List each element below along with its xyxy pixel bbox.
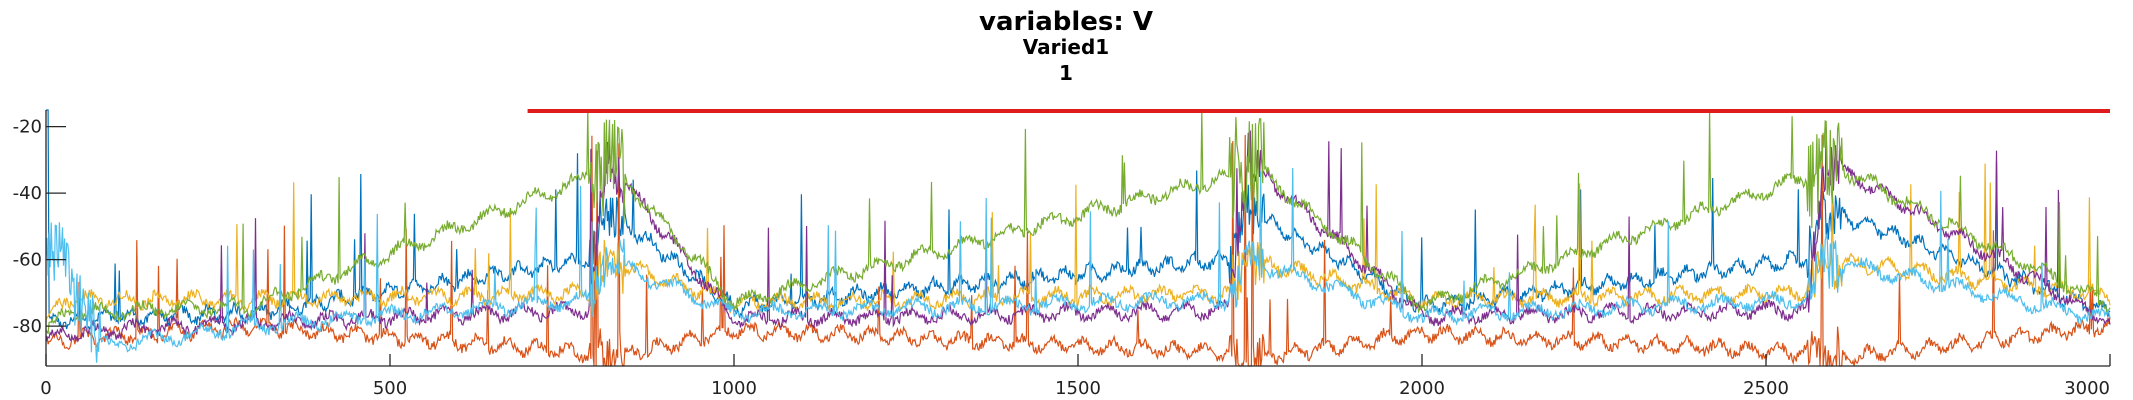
y-tick-label: -60 xyxy=(13,250,42,271)
x-tick-label: 3000 xyxy=(2064,378,2110,399)
y-tick-label: -40 xyxy=(13,183,42,204)
series-line-2 xyxy=(45,129,2111,368)
x-tick-label: 1000 xyxy=(711,378,757,399)
chart-title: variables: V xyxy=(979,7,1153,37)
series-line-4 xyxy=(45,126,2111,343)
axes: 0 500 1000 1500 2000 2500 3000 -20 -40 -60 -80 xyxy=(13,110,2111,399)
y-tick-label: -20 xyxy=(13,117,42,138)
y-tick-label: -80 xyxy=(13,316,42,337)
chart-subtitle-line-2: 1 xyxy=(1059,61,1073,85)
x-tick-label: 2000 xyxy=(1399,378,1445,399)
chart-subtitle-line-1: Varied1 xyxy=(1023,35,1109,59)
x-tick-label: 1500 xyxy=(1055,378,1101,399)
x-tick-label: 2500 xyxy=(1743,378,1789,399)
series-line-5 xyxy=(45,109,2111,334)
series-line-3 xyxy=(45,163,2111,321)
x-tick-label: 0 xyxy=(40,378,51,399)
series-layer xyxy=(45,109,2111,368)
series-line-6 xyxy=(45,167,2111,363)
series-line-1 xyxy=(46,109,2111,331)
x-tick-label: 500 xyxy=(373,378,407,399)
